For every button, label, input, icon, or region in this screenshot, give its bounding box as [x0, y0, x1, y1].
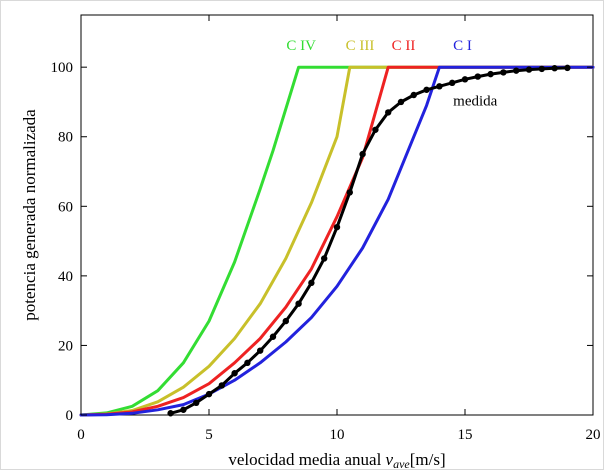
x-axis-label-var: v [386, 450, 394, 469]
data-point-medida [410, 91, 417, 99]
x-axis-label: velocidad media anual vave[m/s] [228, 450, 445, 469]
y-tick-label: 20 [58, 338, 73, 354]
data-point-medida [474, 73, 481, 80]
series-line-c-iv [79, 65, 595, 417]
data-point-medida [461, 76, 469, 83]
series-line-c-ii [79, 65, 595, 417]
series-label-c-i: C I [453, 38, 472, 54]
data-point-medida [333, 223, 341, 231]
data-point-medida [346, 189, 353, 196]
x-tick-label: 20 [586, 427, 601, 443]
x-tick-label: 0 [77, 427, 85, 443]
x-axis-label-main: velocidad media anual [228, 450, 385, 469]
data-point-medida [193, 399, 200, 407]
data-point-medida [359, 150, 366, 158]
y-tick-label: 60 [58, 199, 73, 215]
data-point-medida [218, 382, 225, 389]
data-point-medida [295, 300, 302, 307]
data-point-medida [487, 70, 494, 78]
data-point-medida [538, 65, 545, 73]
data-point-medida [551, 65, 558, 72]
data-point-medida [167, 410, 174, 417]
series-label-c-iv: C IV [286, 38, 316, 54]
data-point-medida [372, 126, 379, 133]
x-axis-label-unit: [m/s] [410, 450, 446, 469]
data-point-medida [180, 406, 187, 413]
x-tick-label: 15 [458, 427, 473, 443]
x-tick-label: 5 [205, 427, 213, 443]
data-point-medida [244, 359, 251, 367]
series-layer: C IV C III C II C I medida [79, 38, 595, 417]
data-point-medida [269, 333, 277, 340]
y-tick-label: 100 [51, 60, 74, 76]
data-point-medida [525, 66, 533, 73]
axis-ticks: 0 5 10 15 20 0 20 40 60 80 100 [51, 15, 601, 443]
data-point-medida [282, 317, 289, 325]
data-point-medida [321, 255, 328, 262]
data-point-medida [308, 279, 315, 287]
data-point-medida [513, 67, 520, 74]
data-point-medida [385, 109, 392, 116]
x-tick-label: 10 [330, 427, 345, 443]
data-point-medida [423, 86, 430, 93]
series-line-c-i [79, 65, 595, 417]
data-point-medida [500, 69, 507, 76]
y-axis-label: potencia generada normalizada [20, 109, 39, 321]
data-point-medida [205, 390, 213, 398]
series-label-medida: medida [453, 93, 497, 109]
data-point-medida [231, 370, 238, 377]
y-tick-label: 0 [66, 408, 74, 424]
data-point-medida [436, 83, 443, 90]
data-point-medida [257, 347, 264, 354]
data-point-medida [449, 79, 456, 87]
y-tick-label: 80 [58, 130, 73, 146]
data-point-medida [564, 64, 571, 72]
x-axis-label-sub: ave [393, 457, 410, 469]
data-point-medida [397, 98, 405, 106]
series-label-c-ii: C II [392, 38, 416, 54]
series-label-c-iii: C III [346, 38, 375, 54]
y-tick-label: 40 [58, 269, 73, 285]
